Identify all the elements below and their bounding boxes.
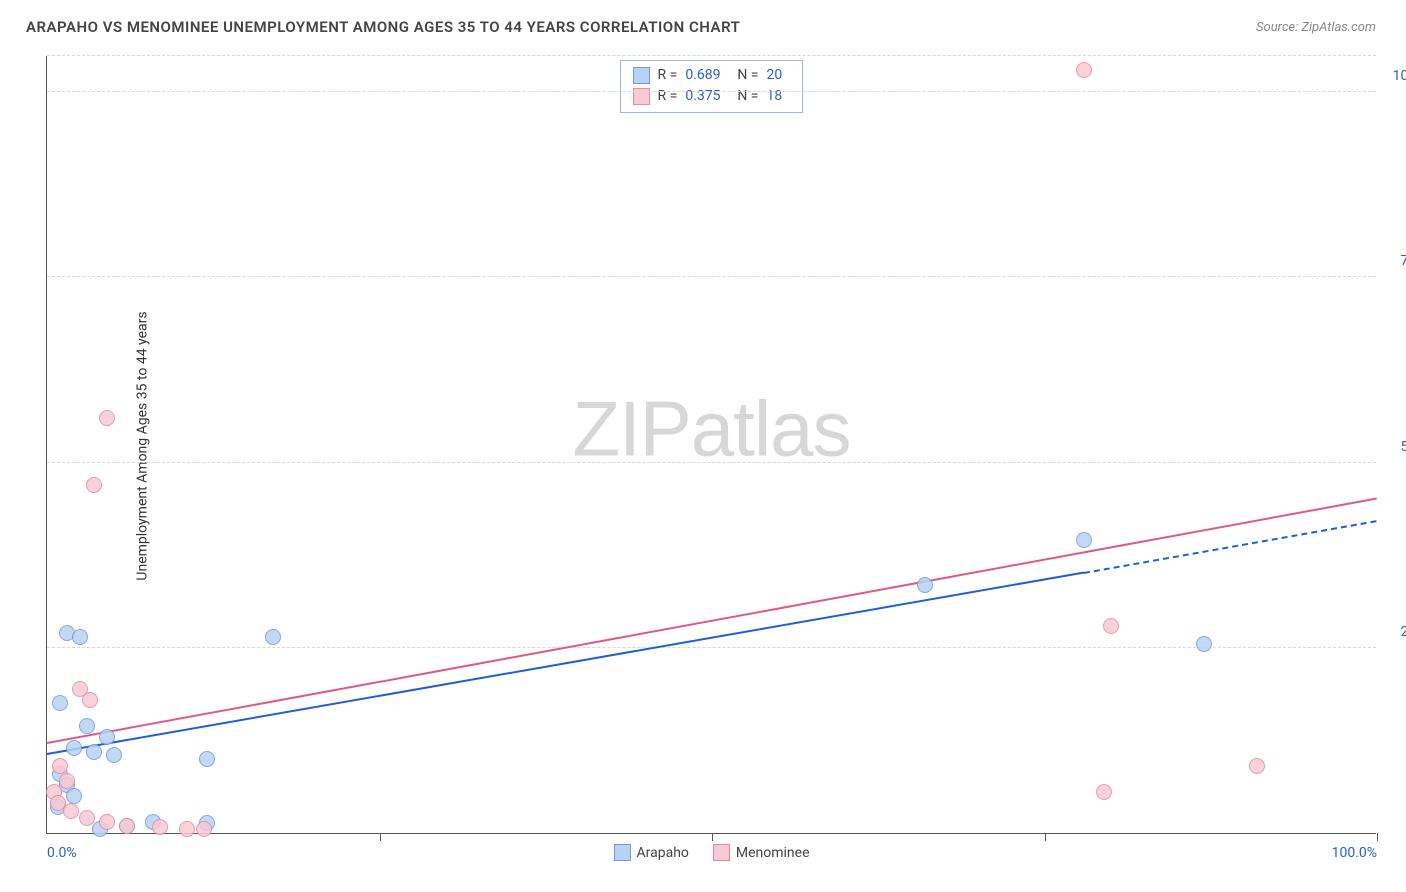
gridline-h — [47, 91, 1376, 92]
legend-swatch — [713, 844, 730, 861]
data-point — [52, 758, 68, 774]
data-point — [917, 577, 933, 593]
watermark-bold: ZIP — [572, 384, 690, 472]
data-point — [179, 821, 195, 837]
data-point — [99, 410, 115, 426]
chart-title: ARAPAHO VS MENOMINEE UNEMPLOYMENT AMONG … — [26, 18, 740, 36]
trend-line — [47, 498, 1377, 744]
gridline-h — [47, 55, 1376, 56]
data-point — [99, 814, 115, 830]
legend-row: R = 0.375 N = 18 — [633, 86, 789, 107]
data-point — [1249, 758, 1265, 774]
series-legend: Arapaho Menominee — [613, 844, 809, 861]
legend-item: Arapaho — [613, 844, 688, 861]
data-point — [265, 629, 281, 645]
gridline-h — [47, 462, 1376, 463]
data-point — [119, 818, 135, 834]
legend-swatch — [633, 67, 650, 84]
gridline-h — [47, 276, 1376, 277]
x-tick-mark — [1045, 833, 1046, 841]
legend-row: R = 0.689 N = 20 — [633, 65, 789, 86]
y-tick-label: 100.0% — [1384, 68, 1406, 84]
data-point — [1076, 532, 1092, 548]
r-label: R = — [658, 86, 678, 107]
x-tick-mark — [380, 833, 381, 841]
data-point — [152, 819, 168, 835]
y-tick-label: 50.0% — [1384, 439, 1406, 455]
data-point — [1103, 618, 1119, 634]
data-point — [79, 810, 95, 826]
legend-item: Menominee — [713, 844, 810, 861]
trend-line — [47, 572, 1085, 756]
data-point — [59, 773, 75, 789]
data-point — [1076, 62, 1092, 78]
data-point — [106, 747, 122, 763]
n-value: 18 — [766, 86, 788, 107]
data-point — [66, 740, 82, 756]
n-label: N = — [737, 65, 758, 86]
data-point — [82, 692, 98, 708]
data-point — [63, 803, 79, 819]
x-tick-mark — [712, 833, 713, 841]
data-point — [86, 477, 102, 493]
data-point — [79, 718, 95, 734]
data-point — [1196, 636, 1212, 652]
n-value: 20 — [766, 65, 788, 86]
r-value: 0.375 — [685, 86, 729, 107]
x-tick-label: 0.0% — [47, 845, 77, 861]
trend-line — [1084, 520, 1377, 574]
correlation-legend: R = 0.689 N = 20 R = 0.375 N = 18 — [620, 60, 804, 113]
data-point — [1096, 784, 1112, 800]
scatter-plot-area: ZIPatlas R =0.689N =20R =0.375N =18 Arap… — [46, 56, 1376, 834]
data-point — [99, 729, 115, 745]
y-tick-label: 25.0% — [1384, 624, 1406, 640]
legend-label: Arapaho — [636, 845, 688, 861]
x-tick-label: 100.0% — [1332, 845, 1377, 861]
r-label: R = — [658, 65, 678, 86]
data-point — [199, 751, 215, 767]
data-point — [52, 695, 68, 711]
r-value: 0.689 — [685, 65, 729, 86]
data-point — [196, 821, 212, 837]
legend-label: Menominee — [736, 845, 810, 861]
data-point — [66, 788, 82, 804]
source-attribution: Source: ZipAtlas.com — [1256, 20, 1376, 35]
data-point — [86, 744, 102, 760]
gridline-h — [47, 647, 1376, 648]
n-label: N = — [737, 86, 758, 107]
legend-swatch — [613, 844, 630, 861]
watermark-light: atlas — [691, 384, 851, 472]
y-tick-label: 75.0% — [1384, 253, 1406, 269]
x-tick-mark — [1377, 833, 1378, 841]
data-point — [72, 629, 88, 645]
